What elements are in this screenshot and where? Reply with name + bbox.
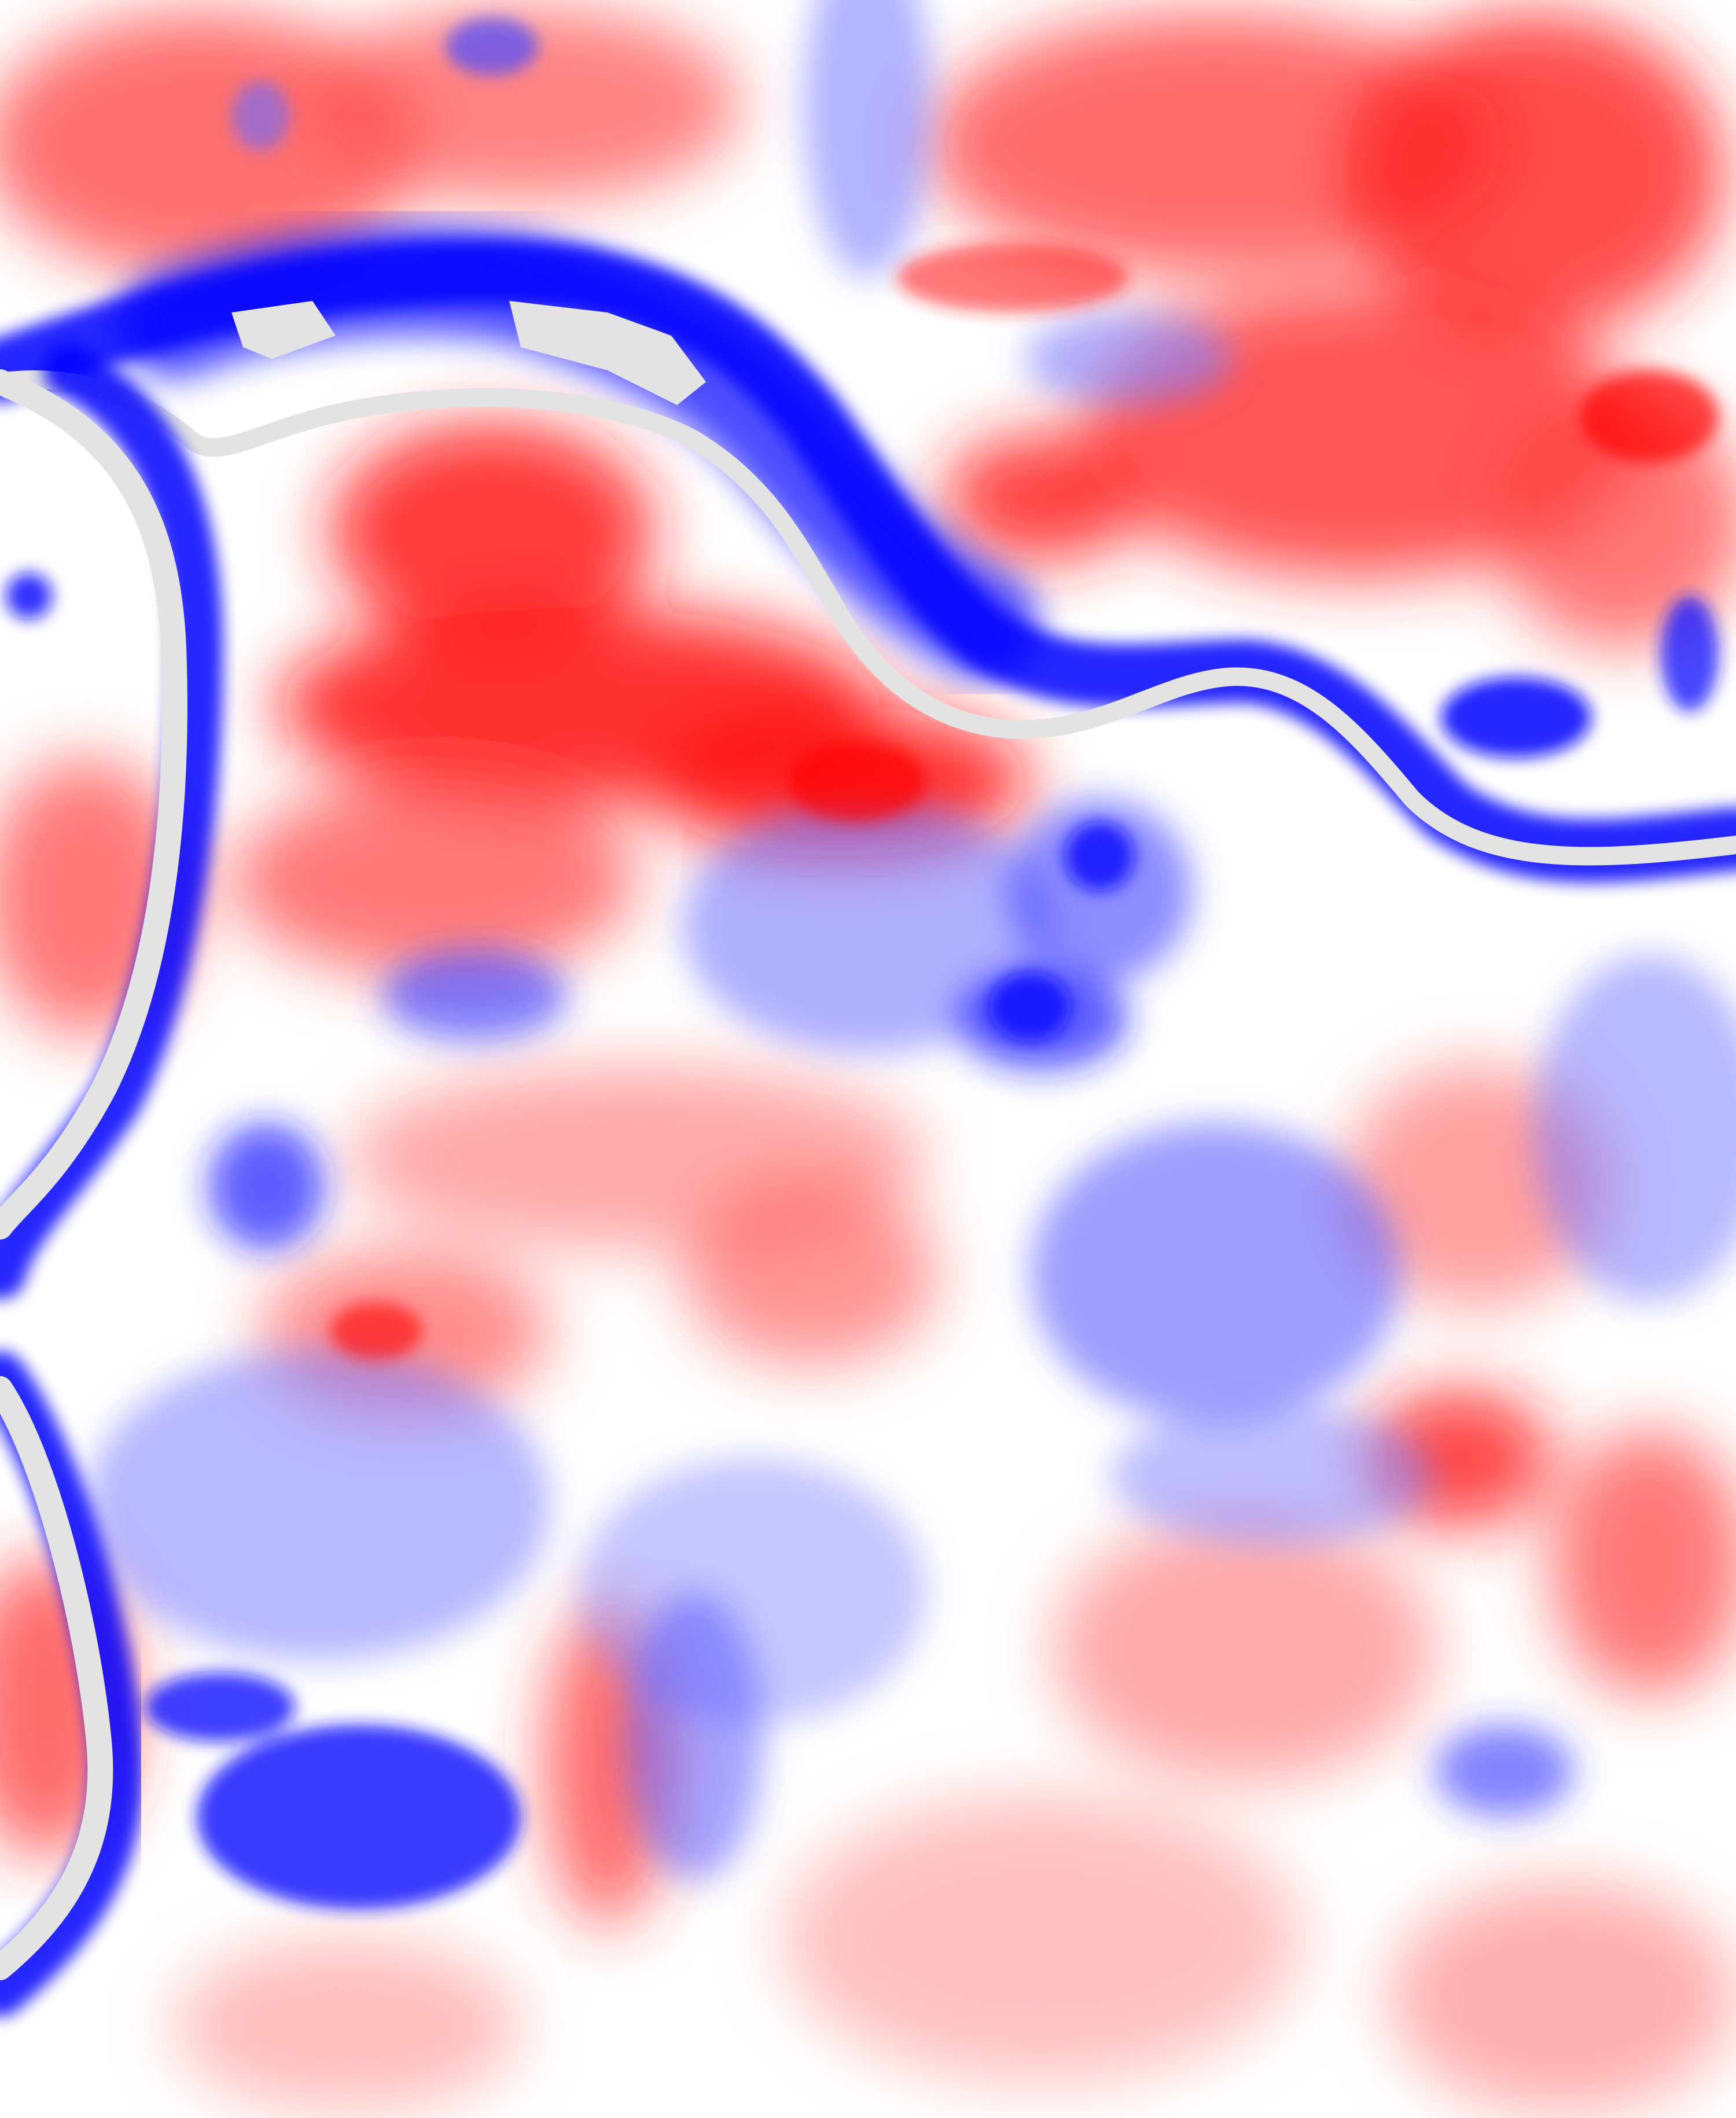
anomaly-core	[330, 1302, 422, 1360]
anomaly-patch	[87, 1348, 550, 1661]
anomaly-patch	[781, 1794, 1302, 2083]
strong-negative-cores	[6, 17, 1719, 1910]
anomaly-core	[1661, 596, 1719, 712]
anomaly-core	[1580, 370, 1719, 463]
anomaly-patch	[301, 6, 741, 203]
anomaly-patch	[1435, 1724, 1574, 1817]
anomaly-core	[231, 81, 289, 150]
anomaly-patch	[174, 1939, 521, 2112]
anomaly-patch	[208, 1123, 324, 1250]
anomaly-core	[897, 243, 1128, 312]
anomaly-core	[990, 972, 1071, 1042]
river-western-branch	[0, 344, 223, 2017]
anomaly-patch	[330, 422, 654, 642]
anomaly-core	[197, 1724, 521, 1910]
anomaly-core	[6, 573, 52, 619]
anomaly-patch	[625, 1591, 764, 1881]
negative-anomaly-layer	[87, 0, 1736, 1881]
anomaly-patch	[1533, 955, 1736, 1302]
anomaly-core	[1441, 677, 1591, 758]
anomaly-core	[446, 17, 538, 75]
anomaly-patch	[231, 781, 637, 978]
anomaly-core	[1065, 822, 1134, 891]
anomaly-patch	[1551, 1429, 1736, 1696]
river-water	[0, 370, 1736, 866]
river-island	[509, 301, 706, 405]
anomaly-patch	[943, 434, 1140, 561]
anomaly-patch	[804, 0, 932, 278]
anomaly-patch	[1389, 1881, 1736, 2112]
anomaly-patch	[1024, 312, 1233, 405]
anomaly-patch	[1030, 1123, 1400, 1424]
anomaly-patch	[382, 949, 567, 1042]
river-main-channel	[0, 225, 1736, 883]
anomaly-core	[145, 1672, 295, 1742]
anomaly-patch	[1343, 12, 1724, 336]
anomaly-patch	[683, 799, 1053, 1053]
anomaly-patch	[683, 1181, 937, 1366]
anomaly-core	[787, 741, 926, 822]
anomaly-patch	[1111, 1406, 1435, 1545]
river-island	[231, 301, 336, 359]
river-water	[0, 369, 187, 1240]
anomaly-patch	[1053, 1516, 1435, 1782]
river-water	[0, 1376, 113, 1980]
